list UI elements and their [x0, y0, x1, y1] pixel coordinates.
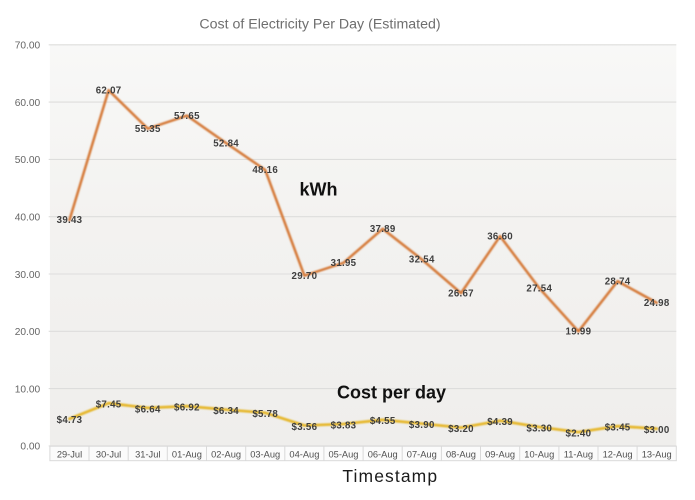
svg-text:30.00: 30.00 [15, 270, 41, 281]
svg-text:62.07: 62.07 [96, 85, 122, 96]
svg-text:52.84: 52.84 [213, 138, 239, 149]
svg-text:06-Aug: 06-Aug [368, 449, 398, 459]
svg-text:31.95: 31.95 [331, 258, 357, 269]
svg-text:$5.78: $5.78 [252, 409, 278, 420]
svg-text:57.65: 57.65 [174, 111, 200, 122]
svg-text:Cost per day: Cost per day [337, 383, 446, 403]
svg-text:60.00: 60.00 [15, 98, 41, 109]
svg-text:19.99: 19.99 [566, 327, 592, 338]
svg-text:kWh: kWh [300, 179, 338, 199]
svg-text:37.89: 37.89 [370, 224, 396, 235]
svg-text:05-Aug: 05-Aug [329, 449, 359, 459]
svg-text:70.00: 70.00 [15, 41, 41, 52]
svg-text:$3.90: $3.90 [409, 420, 435, 431]
svg-text:10.00: 10.00 [15, 384, 41, 395]
svg-text:31-Jul: 31-Jul [135, 449, 160, 459]
svg-text:48.16: 48.16 [252, 165, 278, 176]
svg-text:$3.30: $3.30 [526, 423, 552, 434]
svg-text:13-Aug: 13-Aug [642, 449, 672, 459]
svg-text:02-Aug: 02-Aug [211, 449, 241, 459]
svg-text:Timestamp: Timestamp [342, 466, 438, 486]
svg-text:$3.45: $3.45 [605, 423, 631, 434]
svg-text:30-Jul: 30-Jul [96, 449, 121, 459]
svg-text:$3.83: $3.83 [331, 420, 357, 431]
svg-text:04-Aug: 04-Aug [289, 449, 319, 459]
svg-text:11-Aug: 11-Aug [564, 449, 593, 459]
svg-text:$3.56: $3.56 [292, 422, 318, 433]
svg-text:36.60: 36.60 [487, 231, 513, 242]
svg-text:$4.39: $4.39 [487, 417, 513, 428]
svg-text:09-Aug: 09-Aug [485, 449, 515, 459]
svg-text:01-Aug: 01-Aug [172, 449, 202, 459]
svg-text:50.00: 50.00 [15, 155, 41, 166]
svg-text:$3.00: $3.00 [644, 425, 670, 436]
svg-text:29-Jul: 29-Jul [57, 449, 82, 459]
svg-text:28.74: 28.74 [605, 276, 631, 287]
svg-text:$6.92: $6.92 [174, 403, 200, 414]
svg-text:26.67: 26.67 [448, 288, 474, 299]
svg-text:$6.34: $6.34 [213, 406, 239, 417]
svg-text:40.00: 40.00 [15, 213, 41, 224]
svg-text:55.35: 55.35 [135, 124, 161, 135]
svg-text:32.54: 32.54 [409, 255, 435, 266]
svg-text:$7.45: $7.45 [96, 400, 122, 411]
svg-text:Cost of Electricity Per Day (E: Cost of Electricity Per Day (Estimated) [199, 17, 440, 33]
svg-text:10-Aug: 10-Aug [524, 449, 554, 459]
svg-text:27.54: 27.54 [526, 283, 552, 294]
svg-text:12-Aug: 12-Aug [603, 449, 633, 459]
svg-text:$2.40: $2.40 [566, 429, 592, 440]
svg-text:29.70: 29.70 [292, 271, 318, 282]
svg-text:$6.64: $6.64 [135, 404, 161, 415]
svg-text:20.00: 20.00 [15, 327, 41, 338]
svg-text:39.43: 39.43 [57, 215, 83, 226]
svg-text:08-Aug: 08-Aug [446, 449, 476, 459]
svg-text:$4.55: $4.55 [370, 416, 396, 427]
svg-text:$4.73: $4.73 [57, 415, 83, 426]
svg-text:24.98: 24.98 [644, 298, 670, 309]
svg-text:0.00: 0.00 [20, 442, 40, 453]
svg-text:03-Aug: 03-Aug [250, 449, 280, 459]
svg-text:07-Aug: 07-Aug [407, 449, 437, 459]
svg-text:$3.20: $3.20 [448, 424, 474, 435]
